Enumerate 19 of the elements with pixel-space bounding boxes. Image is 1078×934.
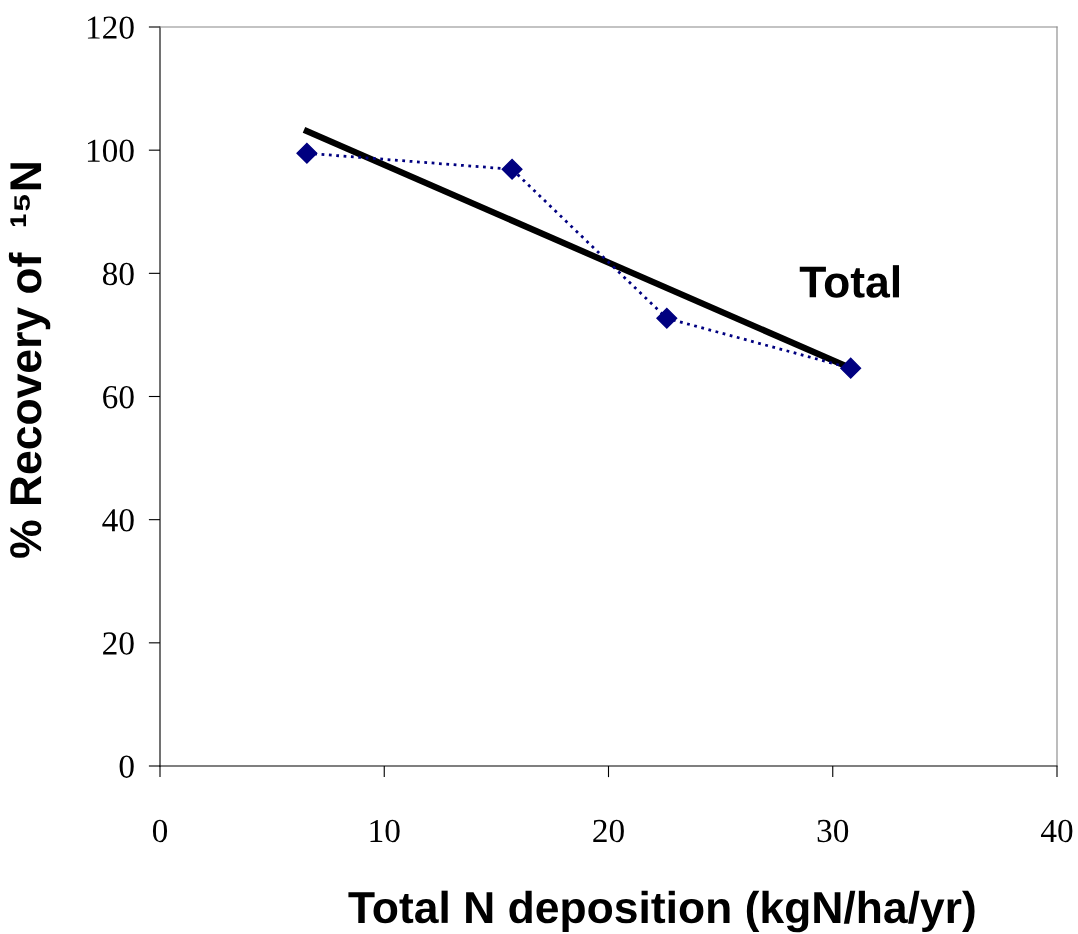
point <box>501 158 523 180</box>
x-axis-title: Total N deposition (kgN/ha/yr) <box>348 890 975 933</box>
point <box>840 357 862 379</box>
y-tick-label: 0 <box>119 755 134 778</box>
x-tick-label: 10 <box>370 819 400 843</box>
y-tick-label: 100 <box>87 139 134 163</box>
series-label: Total <box>799 265 899 298</box>
point <box>656 307 678 329</box>
x-tick-label: 40 <box>1040 819 1073 843</box>
point <box>296 142 318 164</box>
y-tick-label: 40 <box>102 509 134 532</box>
y-tick-label: 120 <box>87 16 134 39</box>
x-tick-label: 20 <box>593 819 624 843</box>
x-tick-label: 30 <box>817 819 849 843</box>
y-tick-label: 80 <box>102 262 134 286</box>
y-tick-label: 60 <box>103 385 134 409</box>
y-axis-title: % Recovery of ¹⁵N <box>8 163 51 558</box>
y-tick-label: 20 <box>103 632 134 655</box>
x-tick-label: 0 <box>152 819 168 843</box>
